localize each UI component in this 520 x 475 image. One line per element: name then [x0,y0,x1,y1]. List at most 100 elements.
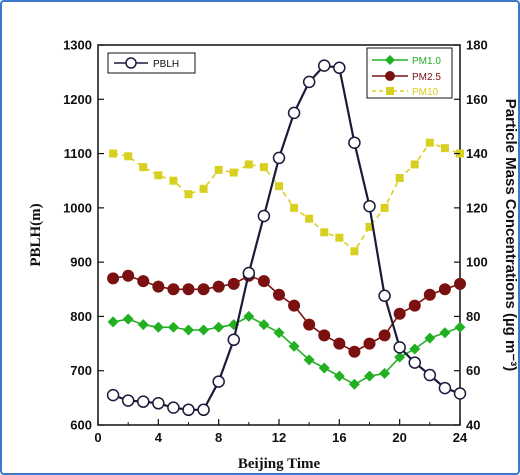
x-tick-label: 0 [94,430,101,445]
data-point [335,233,344,242]
series-line [112,315,461,386]
data-point [318,362,330,374]
data-point [365,222,374,231]
data-point [409,343,421,355]
data-point [154,171,163,180]
data-point [348,378,360,390]
data-point [259,163,268,172]
data-point [303,318,316,331]
data-point [439,327,451,339]
data-point [410,160,419,169]
data-point [257,275,270,288]
data-point [395,174,404,182]
y-right-axis-title: Particle Mass Concentrations (µg m⁻³) [502,99,519,371]
y-left-tick-label: 900 [70,255,92,270]
data-point [423,288,436,301]
data-point [229,168,238,177]
x-axis-title: Beijing Time [238,456,321,472]
data-point [107,316,119,328]
data-point [333,370,345,382]
series-pm25 [107,269,466,358]
data-point [348,345,361,358]
data-point [453,387,467,400]
data-point [257,209,271,223]
data-point [109,149,118,158]
data-point [273,288,285,301]
y-left-tick-label: 1100 [64,146,92,161]
series-pblh [106,59,467,417]
series-line [112,141,461,253]
data-point [214,165,223,174]
legend-pblh: PBLH [107,52,196,74]
data-point [152,397,165,410]
data-point [107,272,120,285]
data-point [242,266,256,280]
x-tick-label: 4 [155,430,163,445]
series-pm10 [107,310,466,390]
data-point [318,59,331,72]
y-left-tick-label: 700 [70,363,92,378]
data-point [152,280,165,293]
data-point [380,203,389,212]
data-point [438,283,451,296]
y-right-tick-label: 160 [466,92,488,107]
data-point [290,203,299,212]
data-point [167,283,180,296]
data-point [333,337,346,350]
data-point [425,138,434,147]
legend-label-pblh: PBLH [153,59,179,70]
data-point [169,176,178,185]
data-point [122,269,135,282]
data-point [363,199,376,213]
data-point [333,61,346,75]
data-point [182,403,195,417]
series-pm10 [109,138,464,256]
data-point [288,340,300,352]
data-point [350,247,359,256]
y-right-tick-label: 40 [466,418,480,433]
data-point [320,228,329,237]
data-point [258,319,270,331]
legend-pm: PM1.0 PM2.5 PM10 [366,47,453,99]
y-left-tick-label: 1000 [63,200,92,215]
y-left-axis-title: PBLH(m) [28,203,44,266]
plot-area [97,44,461,426]
data-point [137,275,150,288]
data-point [305,214,314,223]
data-point [213,321,225,333]
data-point [139,163,148,172]
data-point [182,283,195,296]
x-tick-label: 12 [272,430,286,445]
data-point [152,321,164,333]
data-point [348,136,361,149]
data-point [137,395,150,408]
data-point [424,332,436,344]
data-point [197,283,210,296]
data-point [364,370,375,382]
data-point [454,277,466,290]
legend-label-pm10: PM10 [412,87,439,98]
data-point [121,394,135,407]
data-point [440,144,449,153]
data-point [167,321,179,333]
data-point [288,299,301,312]
x-tick-label: 8 [215,430,222,445]
data-point [303,354,315,366]
y-left-tick-label: 1200 [63,92,92,107]
data-point [302,75,316,89]
legend-label-pm25: PM2.5 [412,72,441,83]
data-point [122,313,134,325]
data-point [423,368,437,382]
data-point [124,152,133,161]
data-point [244,160,253,169]
data-point [199,184,208,193]
data-point [227,333,240,347]
data-point [454,321,466,333]
data-point [393,307,406,320]
y-right-tick-label: 80 [466,309,480,324]
y-right-tick-label: 60 [466,363,480,378]
data-point [212,375,225,388]
data-point [318,329,331,342]
data-point [287,106,301,120]
